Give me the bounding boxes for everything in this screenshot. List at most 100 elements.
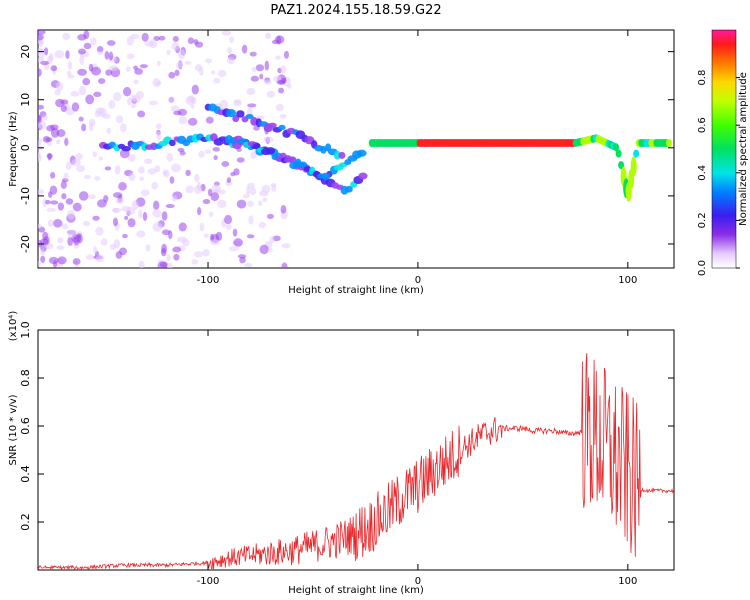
spectrogram-speckle	[195, 41, 204, 48]
colorbar-tick-label: 0.8	[697, 70, 708, 86]
carrier-band-cell	[630, 156, 637, 177]
spectrogram-speckle	[50, 200, 59, 205]
spectrogram-speckle	[115, 198, 125, 204]
spectrogram-speckle	[83, 30, 90, 40]
spectrogram-speckle	[247, 200, 254, 207]
spectrogram-speckle	[94, 176, 101, 181]
y-tick-label: 0.8	[19, 369, 32, 387]
spectrogram-speckle	[185, 185, 194, 194]
spectrogram-speckle	[283, 50, 290, 59]
spectrogram-speckle	[78, 116, 84, 122]
spectrogram-speckle	[104, 166, 112, 171]
spectrogram-speckle	[72, 258, 81, 265]
colorbar-tick-label: 0.6	[697, 117, 708, 133]
spectrogram-speckle	[156, 60, 161, 67]
spectrogram-band-cell	[169, 139, 176, 147]
spectrogram-speckle	[232, 228, 238, 237]
spectrogram-x-ticks: -100 0 100	[197, 30, 637, 286]
spectrogram-speckle	[161, 229, 171, 236]
spectrogram-speckle	[172, 246, 182, 253]
spectrogram-speckle	[38, 153, 42, 163]
spectrogram-speckle	[167, 262, 173, 268]
spectrogram-band-cell	[226, 109, 237, 118]
spectrogram-speckle	[264, 60, 270, 71]
spectrogram-speckle	[266, 90, 276, 98]
spectrogram-speckle	[246, 186, 251, 196]
spectrogram-speckle	[191, 84, 199, 95]
spectrogram-band-cell	[320, 145, 327, 154]
spectrogram-speckle	[226, 177, 232, 184]
spectrogram-speckle	[218, 189, 226, 195]
spectrogram-speckle	[106, 127, 112, 135]
spectrogram-band-cell	[236, 110, 245, 118]
spectrogram-speckle	[50, 124, 59, 131]
spectrogram-speckle	[123, 86, 132, 97]
spectrogram-speckle	[38, 47, 44, 53]
spectrogram-speckle	[90, 37, 97, 46]
spectrogram-speckle	[239, 256, 246, 264]
spectrogram-speckle	[57, 256, 67, 265]
spectrogram-speckle	[108, 65, 119, 71]
spectrogram-speckle	[88, 63, 94, 72]
y-tick-label: 20	[19, 45, 32, 59]
spectrogram-speckle	[93, 91, 102, 97]
spectrogram-speckle	[40, 255, 46, 264]
spectrogram-speckle	[149, 38, 158, 49]
spectrogram-speckle	[96, 46, 104, 53]
y-tick-label: 0.6	[19, 417, 32, 435]
spectrogram-speckle	[152, 222, 163, 232]
spectrogram-speckle	[156, 131, 161, 141]
spectrogram-speckle	[124, 215, 129, 220]
spectrogram-speckle	[160, 248, 167, 257]
spectrogram-marks	[38, 30, 672, 268]
spectrogram-speckle	[259, 73, 264, 80]
y-tick-label: -10	[19, 187, 32, 205]
spectrogram-speckle	[134, 68, 143, 75]
carrier-band-cell	[615, 149, 622, 158]
colorbar-tick-label: 0.0	[697, 260, 708, 276]
spectrogram-speckle	[118, 182, 127, 191]
spectrogram-speckle	[115, 115, 124, 124]
spectrogram-speckle	[266, 213, 274, 220]
spectrogram-speckle	[154, 165, 161, 173]
spectrogram-speckle	[178, 222, 187, 232]
spectrogram-speckle	[157, 261, 168, 268]
spectrogram-speckle	[56, 245, 65, 250]
spectrogram-speckle	[60, 105, 68, 112]
spectrogram-speckle	[78, 191, 89, 201]
spectrogram-speckle	[171, 42, 180, 51]
spectrogram-speckle	[79, 54, 85, 65]
spectrogram-speckle	[106, 40, 116, 46]
spectrogram-speckle	[198, 150, 205, 158]
spectrogram-speckle	[78, 85, 87, 96]
snr-panel: 0.2 0.4 0.6 0.8 1.0 -100 0 100 Height of strai…	[8, 311, 675, 596]
snr-x-axis-label: Height of straight line (km)	[288, 585, 424, 596]
spectrogram-speckle	[217, 199, 227, 209]
spectrogram-speckle	[55, 81, 64, 92]
spectrogram-speckle	[212, 146, 220, 152]
spectrogram-speckle	[119, 247, 127, 256]
spectrogram-speckle	[178, 116, 188, 125]
snr-scale-label: (x10⁴)	[8, 311, 19, 342]
colorbar: 0.0 0.2 0.4 0.6 0.8 Normalized spectral ampl…	[697, 29, 749, 276]
spectrogram-speckle	[147, 168, 157, 175]
spectrogram-speckle	[38, 189, 45, 195]
spectrogram-speckle	[167, 96, 176, 103]
spectrogram-speckle	[213, 155, 218, 161]
spectrogram-speckle	[155, 123, 162, 130]
spectrogram-speckle	[137, 110, 146, 118]
spectrogram-speckle	[229, 36, 234, 43]
spectrogram-speckle	[61, 223, 69, 230]
spectrogram-speckle	[155, 80, 162, 86]
carrier-band-cell	[618, 161, 625, 170]
spectrogram-speckle	[38, 223, 42, 229]
spectrogram-speckle	[77, 48, 87, 55]
spectrogram-speckle	[47, 153, 52, 161]
spectrogram-speckle	[281, 262, 288, 268]
snr-line	[38, 353, 674, 570]
spectrogram-speckle	[76, 165, 85, 173]
spectrogram-speckle	[40, 249, 45, 256]
spectrogram-speckle	[40, 60, 49, 66]
spectrogram-speckle	[141, 32, 149, 42]
